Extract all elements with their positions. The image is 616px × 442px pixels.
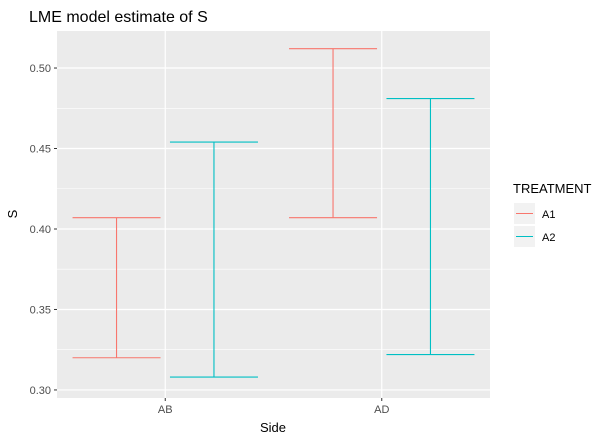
error-bar-A1-AB — [72, 217, 161, 359]
y-tick-label: 0.50 — [30, 63, 51, 75]
error-bar-A2-AB — [169, 141, 258, 378]
x-axis: AB AD — [158, 398, 389, 416]
legend-title: TREATMENT — [513, 181, 592, 196]
legend-label: A2 — [542, 232, 555, 244]
y-tick-label: 0.30 — [30, 385, 51, 397]
y-tick-label: 0.40 — [30, 224, 51, 236]
y-axis: 0.30 0.35 0.40 0.45 0.50 — [30, 63, 57, 397]
legend: TREATMENT A1 A2 — [513, 181, 592, 247]
error-bar-A1-AD — [289, 48, 378, 219]
x-axis-title: Side — [260, 420, 286, 435]
y-tick-label: 0.35 — [30, 304, 51, 316]
chart-title: LME model estimate of S — [29, 9, 208, 26]
grid-lines — [57, 31, 490, 398]
y-tick-label: 0.45 — [30, 144, 51, 156]
y-axis-title: S — [5, 209, 20, 218]
x-tick-label: AB — [158, 404, 173, 416]
plot-panel — [57, 31, 490, 398]
error-bars — [72, 48, 475, 378]
x-tick-label: AD — [374, 404, 389, 416]
legend-label: A1 — [542, 209, 555, 221]
error-bar-A2-AD — [386, 98, 475, 356]
